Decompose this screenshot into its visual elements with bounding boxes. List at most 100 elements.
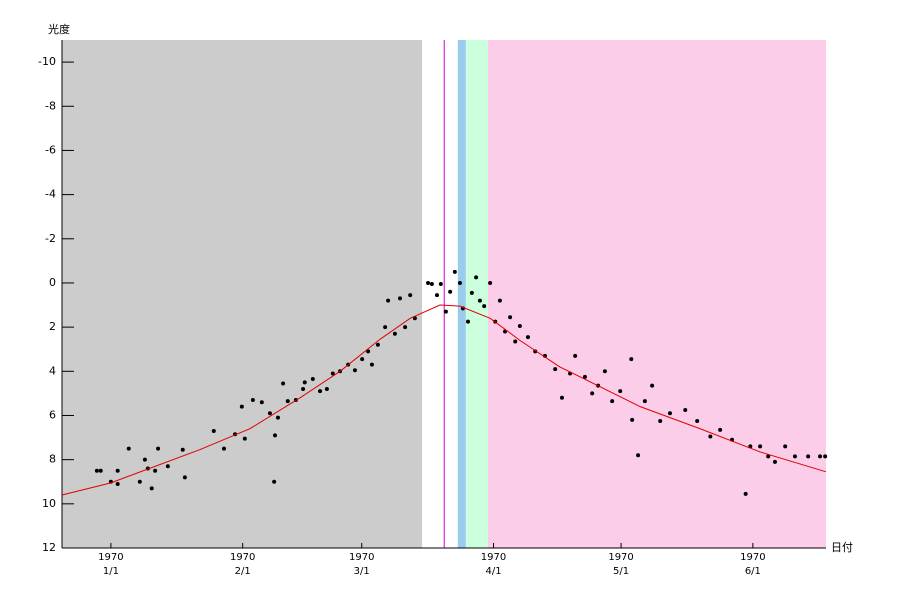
data-point	[618, 389, 623, 394]
data-point	[452, 269, 457, 274]
data-point	[636, 453, 641, 458]
x-tick-label: 1970 5/1	[608, 552, 634, 577]
data-point	[457, 280, 462, 285]
data-point	[658, 419, 663, 423]
data-point	[497, 298, 502, 303]
y-tick-label: 4	[49, 364, 56, 377]
data-point	[302, 380, 307, 385]
data-point	[573, 353, 578, 358]
data-point	[469, 290, 474, 295]
data-point	[375, 342, 380, 347]
data-point	[137, 479, 142, 484]
data-point	[392, 331, 397, 336]
data-point	[211, 428, 216, 433]
data-point	[818, 454, 823, 459]
data-point	[792, 454, 797, 459]
data-point	[366, 349, 371, 354]
data-point	[766, 454, 771, 459]
data-point	[683, 407, 688, 412]
data-point	[272, 479, 277, 484]
data-point	[429, 282, 434, 287]
x-tick-label: 1970 1/1	[98, 552, 124, 577]
y-tick-label: -2	[45, 232, 56, 245]
data-point	[448, 289, 453, 294]
x-tick-label: 1970 3/1	[348, 552, 375, 577]
data-point	[412, 316, 417, 321]
data-point	[310, 377, 315, 382]
data-point	[602, 369, 607, 374]
x-tick-label: 1970 6/1	[740, 552, 766, 577]
y-tick-label: -4	[45, 188, 56, 201]
data-point	[474, 275, 479, 280]
data-point	[513, 339, 518, 344]
data-point	[386, 298, 391, 303]
data-point	[466, 319, 471, 324]
y-axis-label: 光度	[48, 22, 70, 36]
band	[457, 40, 466, 548]
data-point	[438, 282, 443, 287]
band	[488, 40, 826, 548]
band	[465, 40, 489, 548]
data-point	[180, 447, 185, 452]
data-point	[156, 446, 161, 451]
data-point	[142, 457, 147, 462]
data-point	[285, 399, 290, 404]
data-point	[517, 324, 522, 329]
data-point	[525, 335, 530, 340]
data-point	[239, 404, 244, 409]
data-point	[642, 399, 647, 404]
band	[62, 40, 423, 548]
data-point	[403, 325, 408, 330]
data-point	[115, 468, 120, 473]
data-point	[695, 419, 700, 423]
data-point	[324, 386, 329, 391]
data-point	[582, 374, 587, 379]
data-point	[553, 367, 558, 372]
data-point	[149, 486, 154, 491]
x-axis-label: 日付	[831, 541, 853, 554]
data-point	[488, 280, 493, 285]
data-point	[126, 446, 131, 451]
data-point	[559, 395, 564, 400]
data-point	[165, 464, 170, 469]
data-point	[823, 454, 828, 459]
data-point	[273, 433, 278, 438]
data-point	[783, 444, 788, 449]
data-point	[383, 325, 388, 330]
y-tick-label: 2	[49, 320, 56, 333]
data-point	[758, 444, 763, 449]
data-point	[629, 357, 634, 362]
data-point	[330, 371, 335, 376]
data-point	[772, 459, 777, 464]
data-point	[397, 296, 402, 301]
data-point	[267, 411, 272, 416]
data-point	[153, 468, 158, 473]
data-point	[352, 368, 357, 373]
y-tick-label: -8	[45, 99, 56, 112]
y-tick-label: 8	[49, 453, 56, 466]
data-point	[590, 391, 595, 396]
data-point	[408, 293, 413, 298]
data-point	[718, 427, 723, 432]
data-point	[482, 304, 487, 309]
data-point	[650, 383, 655, 388]
x-tick-label: 1970 2/1	[229, 552, 256, 577]
data-point	[242, 436, 247, 441]
data-point	[426, 280, 431, 285]
y-tick-label: 0	[49, 276, 56, 289]
y-tick-label: 10	[42, 497, 56, 510]
data-point	[115, 481, 120, 486]
data-point	[98, 468, 103, 473]
data-point	[221, 446, 226, 451]
data-point	[318, 389, 323, 394]
data-point	[360, 357, 365, 362]
fit-line	[61, 304, 827, 496]
y-tick-label: -10	[38, 55, 56, 68]
data-point	[94, 468, 99, 473]
data-point	[281, 381, 286, 386]
data-point	[806, 454, 811, 459]
data-point	[508, 315, 513, 320]
data-point	[275, 415, 280, 420]
